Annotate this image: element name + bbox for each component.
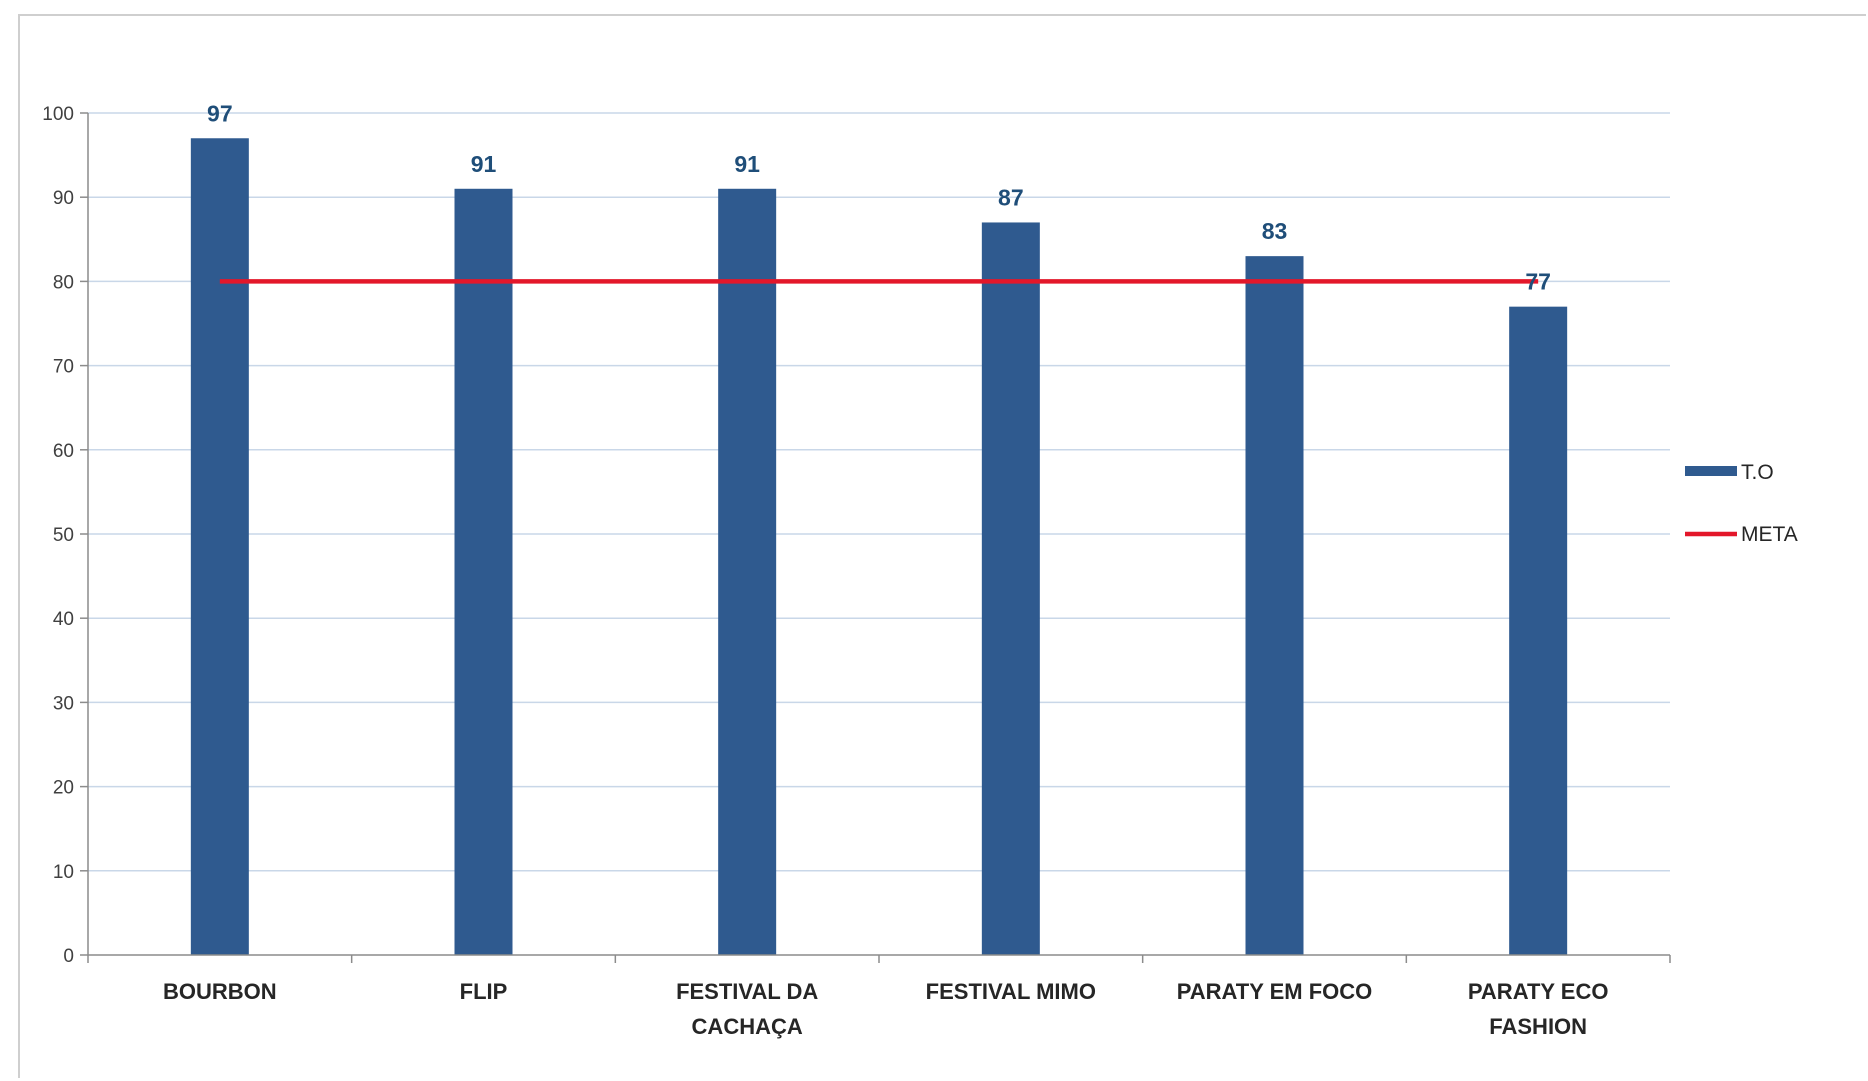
data-label: 83 <box>1262 218 1288 244</box>
data-label: 87 <box>998 184 1024 210</box>
y-tick-label: 50 <box>53 525 74 546</box>
data-label: 77 <box>1525 269 1551 295</box>
x-tick-label: FESTIVAL DA <box>676 979 818 1004</box>
y-tick-label: 30 <box>53 693 74 714</box>
x-tick-label: CACHAÇA <box>692 1014 803 1039</box>
legend-label-meta: META <box>1741 523 1798 546</box>
y-tick-label: 70 <box>53 357 74 378</box>
axes <box>87 113 1671 963</box>
bar <box>981 222 1040 955</box>
legend-label-to: T.O <box>1741 461 1774 484</box>
y-tick-label: 20 <box>53 778 74 799</box>
bars <box>190 138 1568 955</box>
gridlines <box>88 112 1670 872</box>
bar <box>190 138 249 955</box>
x-tick-label: PARATY ECO <box>1468 979 1609 1004</box>
x-tick-label: FASHION <box>1489 1014 1587 1039</box>
data-label: 91 <box>471 151 497 177</box>
y-tick-label: 90 <box>53 188 74 209</box>
y-tick-label: 60 <box>53 441 74 462</box>
data-label: 97 <box>207 100 233 126</box>
y-tick-label: 80 <box>53 272 74 293</box>
bar <box>718 188 777 955</box>
y-tick-label: 100 <box>42 104 74 125</box>
x-tick-label: BOURBON <box>163 979 277 1004</box>
bar <box>1509 306 1568 955</box>
bar <box>1245 256 1304 955</box>
y-tick-label: 10 <box>53 862 74 883</box>
x-tick-label: FLIP <box>460 979 508 1004</box>
data-labels: 97 91 91 87 83 77 <box>207 100 1551 294</box>
legend: T.O META <box>1685 461 1798 546</box>
data-label: 91 <box>734 151 760 177</box>
y-axis-ticks: 0 10 20 30 40 50 60 70 80 90 100 <box>42 104 88 967</box>
y-tick-label: 0 <box>63 946 74 967</box>
x-axis-labels: BOURBON FLIP FESTIVAL DA CACHAÇA FESTIVAL MI… <box>163 979 1608 1039</box>
bar <box>454 188 513 955</box>
x-tick-label: FESTIVAL MIMO <box>926 979 1096 1004</box>
y-tick-label: 40 <box>53 609 74 630</box>
legend-swatch-to <box>1685 466 1737 476</box>
x-tick-label: PARATY EM FOCO <box>1177 979 1373 1004</box>
